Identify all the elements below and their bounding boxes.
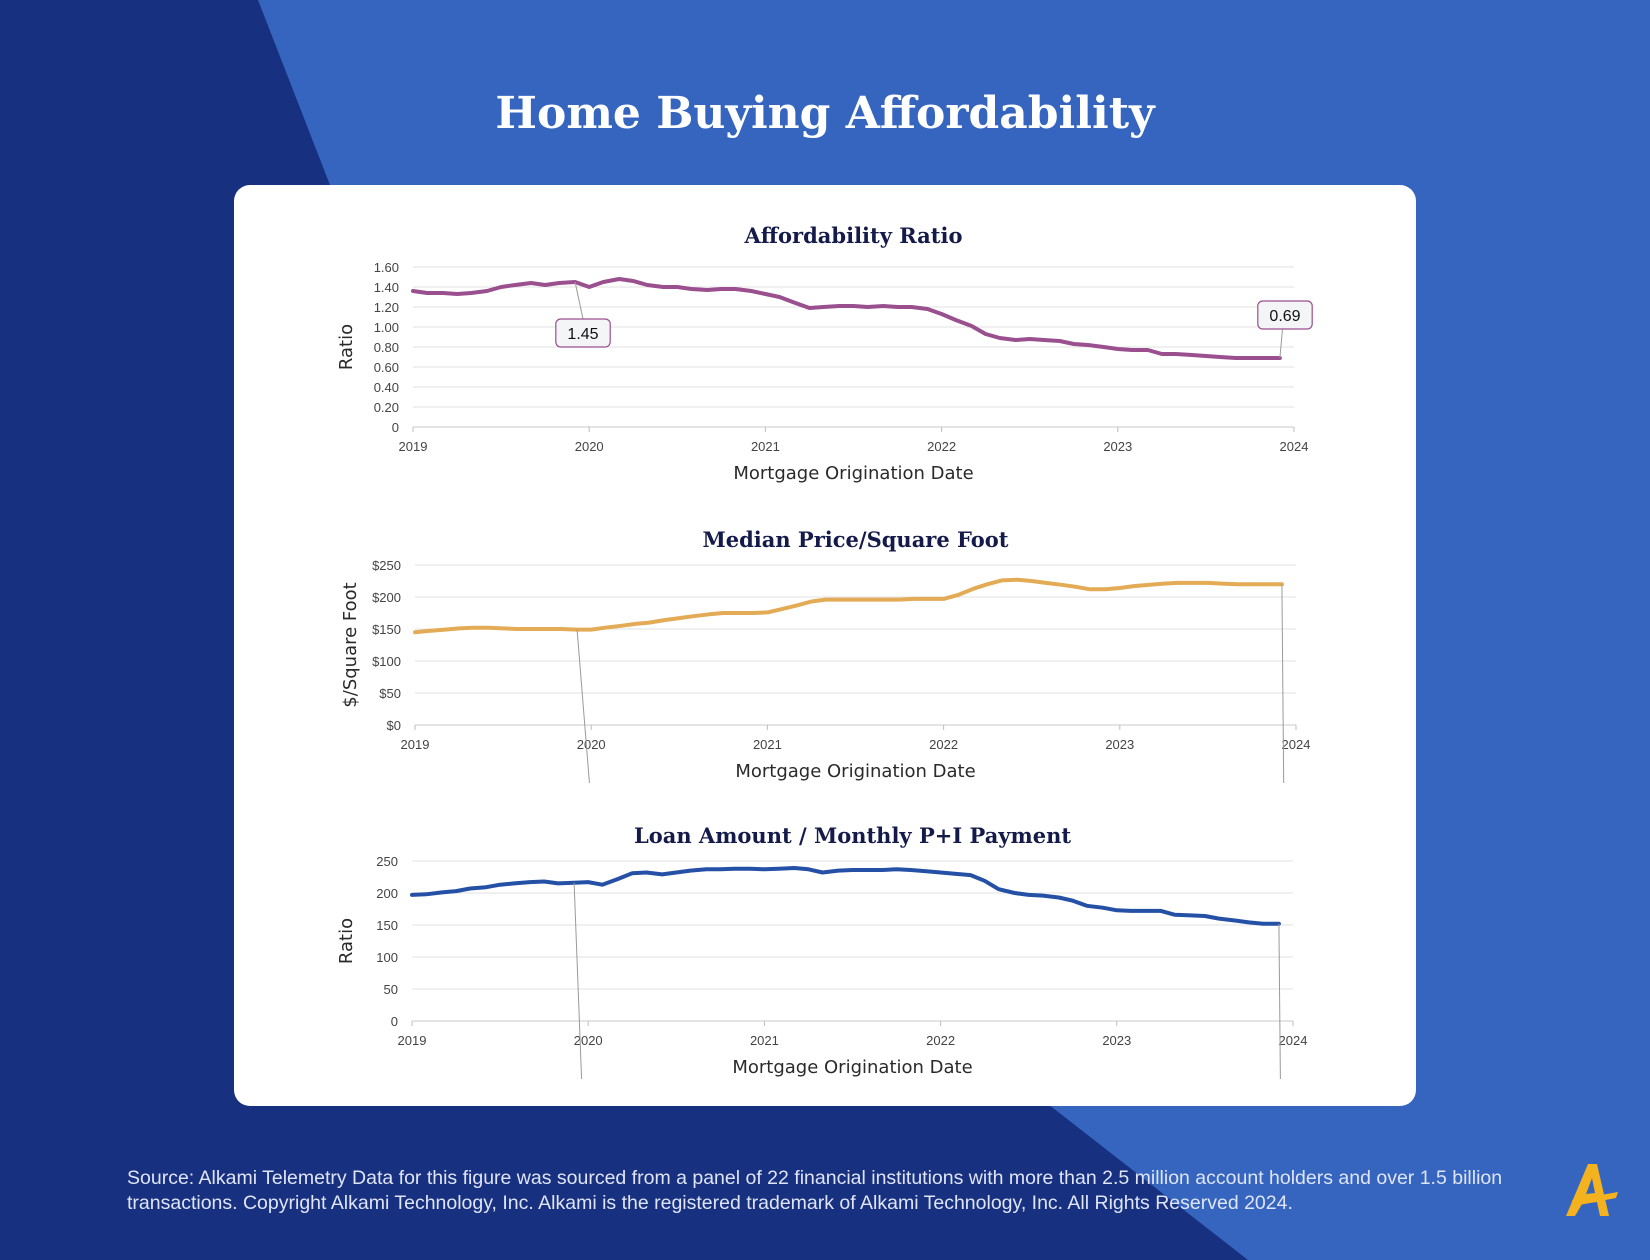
x-tick-label: 2021 xyxy=(751,439,780,454)
y-tick-label: 1.40 xyxy=(374,280,399,295)
y-tick-label: 50 xyxy=(384,982,398,997)
x-tick-label: 2020 xyxy=(574,1033,603,1048)
x-axis-label: Mortgage Origination Date xyxy=(733,463,973,484)
loan-amount-payment-chart: Loan Amount / Monthly P+I Payment 0 50 100 1… xyxy=(336,823,1308,1079)
x-tick-label: 2024 xyxy=(1282,737,1311,752)
alkami-logo-swoosh xyxy=(1572,1192,1618,1206)
source-note: Source: Alkami Telemetry Data for this f… xyxy=(127,1167,1503,1214)
x-tick-label: 2022 xyxy=(926,1033,955,1048)
y-tick-label: $100 xyxy=(372,654,401,669)
series-line xyxy=(410,866,1281,926)
y-tick-label: $200 xyxy=(372,590,401,605)
series-line xyxy=(411,277,1282,360)
callout-leader xyxy=(576,629,590,783)
x-tick-label: 2024 xyxy=(1279,1033,1308,1048)
chart-title: Loan Amount / Monthly P+I Payment xyxy=(634,823,1071,848)
x-tick-label: 2019 xyxy=(401,737,430,752)
y-tick-label: 0.20 xyxy=(374,400,399,415)
y-tick-label: 0.80 xyxy=(374,340,399,355)
y-tick-label: 1.60 xyxy=(374,260,399,275)
y-tick-label: 0.60 xyxy=(374,360,399,375)
x-axis-label: Mortgage Origination Date xyxy=(735,761,975,782)
x-tick-label: 2019 xyxy=(399,439,428,454)
chart-title: Median Price/Square Foot xyxy=(702,527,1008,552)
y-tick-label: $50 xyxy=(379,686,401,701)
callout-leader xyxy=(574,281,584,320)
x-axis-label: Mortgage Origination Date xyxy=(732,1057,972,1078)
y-axis-label: Ratio xyxy=(336,918,357,964)
y-tick-label: $150 xyxy=(372,622,401,637)
y-tick-label: 100 xyxy=(376,950,398,965)
x-tick-label: 2022 xyxy=(929,737,958,752)
y-tick-label: $0 xyxy=(387,718,401,733)
charts-card: Affordability Ratio 0 0.20 0.40 0.60 0.80 1.00… xyxy=(234,185,1416,1106)
y-tick-label: 1.00 xyxy=(374,320,399,335)
callout-label: 0.69 xyxy=(1269,308,1300,325)
x-tick-label: 2019 xyxy=(398,1033,427,1048)
x-tick-label: 2023 xyxy=(1105,737,1134,752)
x-tick-label: 2021 xyxy=(750,1033,779,1048)
y-axis-label: Ratio xyxy=(336,324,357,370)
chart-title: Affordability Ratio xyxy=(744,223,963,248)
alkami-logo-mark xyxy=(1566,1164,1609,1216)
callout-box xyxy=(555,318,611,348)
callout-label: 1.45 xyxy=(567,326,598,343)
callout-leader xyxy=(1278,923,1281,1079)
y-axis-label: $/Square Foot xyxy=(340,582,361,707)
x-tick-label: 2020 xyxy=(575,439,604,454)
series-line xyxy=(413,577,1284,635)
y-tick-label: 0 xyxy=(392,420,399,435)
alkami-logo-icon xyxy=(1566,1164,1618,1216)
callout-leader xyxy=(1281,584,1285,783)
x-tick-label: 2024 xyxy=(1280,439,1309,454)
x-tick-label: 2021 xyxy=(753,737,782,752)
x-tick-label: 2023 xyxy=(1102,1033,1131,1048)
y-tick-label: 0 xyxy=(391,1014,398,1029)
median-price-per-square-foot-chart: Median Price/Square Foot $0 $50 $100 $150 $20… xyxy=(340,527,1311,783)
affordability-ratio-chart: Affordability Ratio 0 0.20 0.40 0.60 0.80 1.00… xyxy=(336,223,1313,484)
callout-box xyxy=(1257,300,1313,330)
y-tick-label: $250 xyxy=(372,558,401,573)
y-tick-label: 1.20 xyxy=(374,300,399,315)
x-tick-label: 2020 xyxy=(577,737,606,752)
y-tick-label: 0.40 xyxy=(374,380,399,395)
callout-leader xyxy=(573,882,583,1079)
x-tick-label: 2022 xyxy=(927,439,956,454)
y-tick-label: 200 xyxy=(376,886,398,901)
x-tick-label: 2023 xyxy=(1103,439,1132,454)
y-tick-label: 150 xyxy=(376,918,398,933)
page-title: Home Buying Affordability xyxy=(495,88,1155,139)
y-tick-label: 250 xyxy=(376,854,398,869)
